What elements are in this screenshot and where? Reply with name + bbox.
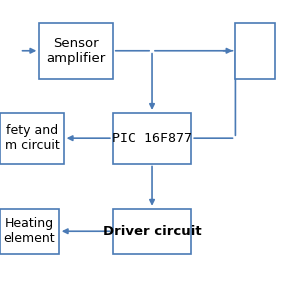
FancyBboxPatch shape: [39, 23, 113, 79]
Text: fety and
m circuit: fety and m circuit: [5, 124, 59, 152]
Text: Driver circuit: Driver circuit: [103, 225, 201, 238]
FancyBboxPatch shape: [0, 209, 59, 254]
FancyBboxPatch shape: [113, 209, 191, 254]
Text: Heating
element: Heating element: [4, 217, 55, 245]
FancyBboxPatch shape: [0, 113, 64, 164]
FancyBboxPatch shape: [113, 113, 191, 164]
FancyBboxPatch shape: [235, 23, 275, 79]
Text: Sensor
amplifier: Sensor amplifier: [47, 37, 106, 65]
Text: PIC 16F877: PIC 16F877: [112, 132, 192, 145]
